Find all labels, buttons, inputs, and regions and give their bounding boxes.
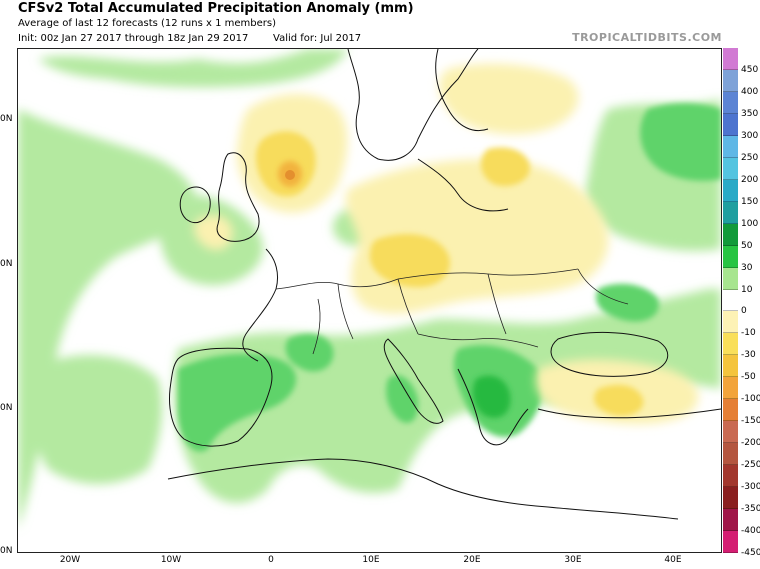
- chart-subtitle: Average of last 12 forecasts (12 runs x …: [18, 18, 276, 29]
- colorbar-segment: [723, 465, 738, 488]
- lon-label: 20W: [59, 555, 81, 565]
- precip-map: [18, 49, 721, 552]
- colorbar-segment: [723, 289, 738, 312]
- lon-label: 20E: [463, 555, 481, 565]
- colorbar-segment: [723, 245, 738, 268]
- colorbar-label: -250: [741, 460, 760, 471]
- colorbar-label: -50: [741, 372, 756, 383]
- colorbar-segment: [723, 531, 738, 553]
- coastlines: [167, 49, 721, 520]
- colorbar-segment: [723, 399, 738, 422]
- colorbar-segment: [723, 355, 738, 378]
- dry-anomaly-core: [278, 161, 302, 187]
- lon-label: 0: [268, 555, 274, 565]
- colorbar-segment: [723, 157, 738, 180]
- wet-anomaly-strong: [472, 375, 511, 418]
- colorbar-label: 450: [741, 64, 759, 75]
- wet-anomaly-medium: [178, 103, 721, 452]
- chart-title: CFSv2 Total Accumulated Precipitation An…: [18, 1, 414, 16]
- colorbar-segment: [723, 201, 738, 224]
- colorbar-segment: [723, 377, 738, 400]
- colorbar-segment: [723, 443, 738, 466]
- brand-watermark: TROPICALTIDBITS.COM: [572, 31, 722, 44]
- colorbar-label: -450: [741, 548, 760, 558]
- map-panel: [17, 48, 722, 553]
- lon-label: 10W: [160, 555, 182, 565]
- colorbar-segment: [723, 509, 738, 532]
- colorbar-label: 300: [741, 130, 759, 141]
- colorbar-label: 150: [741, 196, 759, 207]
- colorbar-segment: [723, 487, 738, 510]
- lat-label: 0N: [0, 114, 13, 124]
- national-borders: [275, 268, 629, 355]
- lat-label: 0N: [0, 259, 13, 269]
- colorbar-label: -30: [741, 350, 756, 361]
- colorbar-label: -400: [741, 526, 760, 537]
- colorbar-segment: [723, 135, 738, 158]
- colorbar-segment: [723, 91, 738, 114]
- colorbar-label: -300: [741, 482, 760, 493]
- colorbar-label: -200: [741, 438, 760, 449]
- colorbar-segment: [723, 267, 738, 290]
- colorbar-label: 250: [741, 152, 759, 163]
- colorbar-label: 30: [741, 262, 753, 273]
- colorbar-label: -10: [741, 328, 756, 339]
- colorbar-segment: [723, 179, 738, 202]
- colorbar-segment: [723, 421, 738, 444]
- header: CFSv2 Total Accumulated Precipitation An…: [0, 0, 760, 48]
- colorbar-label: 0: [741, 306, 747, 317]
- colorbar-segment: [723, 69, 738, 92]
- init-time: Init: 00z Jan 27 2017 through 18z Jan 29…: [18, 33, 249, 44]
- valid-time: Valid for: Jul 2017: [273, 33, 362, 44]
- colorbar-label: 10: [741, 284, 753, 295]
- colorbar-label: -350: [741, 504, 760, 515]
- colorbar: [723, 48, 738, 553]
- lon-label: 30E: [564, 555, 582, 565]
- colorbar-label: -150: [741, 416, 760, 427]
- lat-label: 0N: [0, 546, 13, 556]
- colorbar-segment: [723, 113, 738, 136]
- colorbar-segment: [723, 333, 738, 356]
- lon-label: 10E: [362, 555, 380, 565]
- colorbar-segment: [723, 311, 738, 334]
- lon-label: 40E: [664, 555, 682, 565]
- colorbar-segment: [723, 223, 738, 246]
- colorbar-label: 350: [741, 108, 759, 119]
- colorbar-segment: [723, 48, 738, 70]
- colorbar-label: 400: [741, 86, 759, 97]
- colorbar-label: -100: [741, 394, 760, 405]
- colorbar-label: 100: [741, 218, 759, 229]
- lat-label: 0N: [0, 403, 13, 413]
- colorbar-label: 200: [741, 174, 759, 185]
- colorbar-label: 50: [741, 240, 753, 251]
